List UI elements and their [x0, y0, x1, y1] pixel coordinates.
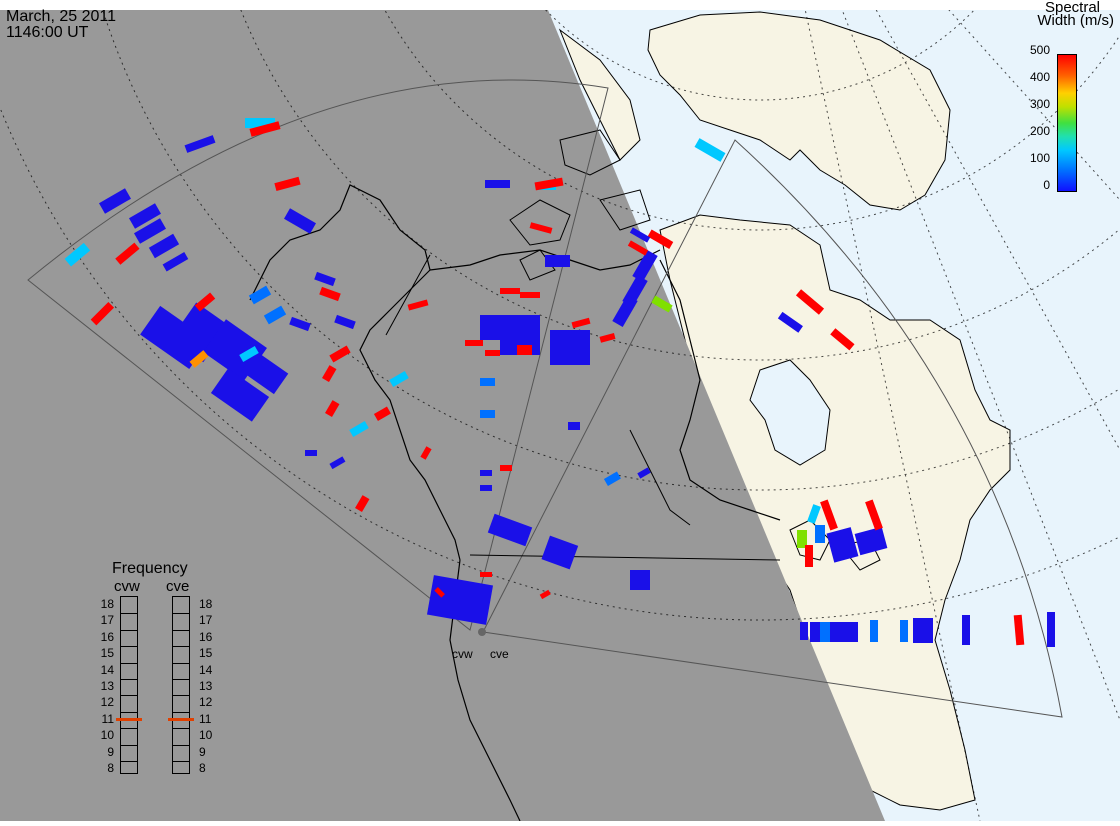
frequency-tick-left: 17	[100, 613, 114, 628]
date-label: March, 25 2011	[6, 8, 116, 25]
frequency-gridline	[173, 695, 189, 697]
frequency-tick-left: 16	[100, 629, 114, 644]
frequency-tick-right: 17	[199, 613, 213, 628]
frequency-gridline	[121, 744, 137, 746]
colorbar-tick-label: 100	[1029, 151, 1050, 165]
coastline-islands	[509, 129, 651, 281]
frequency-tick-right: 11	[199, 711, 212, 726]
frequency-tick-left: 13	[100, 679, 114, 693]
cvw-fov-outline	[27, 79, 609, 631]
frequency-marker	[116, 717, 142, 721]
frequency-tick-left: 15	[100, 646, 114, 661]
frequency-tick-right: 12	[199, 695, 213, 710]
frequency-gridline	[173, 761, 189, 762]
frequency-tick-right: 10	[199, 728, 213, 743]
frequency-gridline	[121, 646, 137, 648]
frequency-tick-right: 18	[199, 597, 213, 611]
frequency-gridline	[121, 728, 137, 730]
frequency-tick-right: 9	[199, 744, 206, 759]
time-label: 1146:00 UT	[6, 24, 89, 41]
frequency-gridline	[121, 761, 137, 762]
frequency-marker	[168, 717, 194, 721]
frequency-gridline	[173, 728, 189, 730]
coastline-hudson-west	[659, 259, 781, 521]
frequency-gridline	[173, 613, 189, 615]
frequency-tick-left: 10	[100, 728, 114, 743]
hudson-bay	[749, 359, 831, 466]
frequency-gridline	[173, 711, 189, 713]
frequency-tick-right: 16	[199, 629, 213, 644]
backscatter-cells	[64, 118, 1055, 647]
baffin-landmass	[558, 28, 641, 161]
frequency-gridline	[121, 629, 137, 631]
night-region	[0, 10, 885, 821]
frequency-column	[120, 596, 138, 774]
frequency-gridline	[173, 629, 189, 631]
radar-label-cvw: cvw	[452, 647, 473, 661]
frequency-title: Frequency	[112, 560, 188, 577]
radar-site-marker	[478, 628, 486, 636]
fov-mid-line	[469, 554, 781, 561]
frequency-gridline	[121, 662, 137, 664]
frequency-left-radar-label: cvw	[114, 578, 140, 595]
frequency-tick-left: 9	[107, 744, 114, 759]
frequency-gridline	[121, 613, 137, 615]
cve-fov-outline	[482, 139, 1063, 718]
colorbar-tick-label: 300	[1029, 97, 1050, 111]
frequency-right-radar-label: cve	[166, 578, 190, 595]
colorbar-tick-label: 400	[1029, 70, 1050, 84]
frequency-tick-left: 8	[107, 761, 114, 775]
frequency-gridline	[173, 646, 189, 648]
frequency-gridline	[173, 744, 189, 746]
frequency-gridline	[121, 695, 137, 697]
frequency-gridline	[173, 662, 189, 664]
colorbar-title-line1: Spectral	[1044, 0, 1100, 16]
colorbar-tick-label: 200	[1029, 124, 1050, 138]
colorbar-title-line2: Width (m/s)	[1037, 12, 1114, 29]
frequency-column	[172, 596, 190, 774]
frequency-tick-left: 11	[101, 711, 114, 726]
fov-mid-line-2	[385, 254, 431, 336]
frequency-tick-left: 14	[100, 662, 114, 677]
radar-label-cve: cve	[490, 647, 509, 661]
colorbar-tick-label: 0	[1043, 178, 1050, 192]
frequency-gridline	[121, 711, 137, 713]
frequency-tick-right: 15	[199, 646, 213, 661]
frequency-tick-left: 18	[100, 597, 114, 611]
frequency-tick-right: 14	[199, 662, 213, 677]
frequency-tick-right: 13	[199, 679, 213, 693]
frequency-tick-right: 8	[199, 761, 206, 775]
frequency-gridline	[121, 679, 137, 680]
frequency-gridline	[173, 679, 189, 680]
colorbar-tick-label: 500	[1029, 43, 1050, 57]
frequency-tick-left: 12	[100, 695, 114, 710]
colorbar	[1057, 54, 1077, 192]
coastline-alaska	[249, 184, 461, 561]
